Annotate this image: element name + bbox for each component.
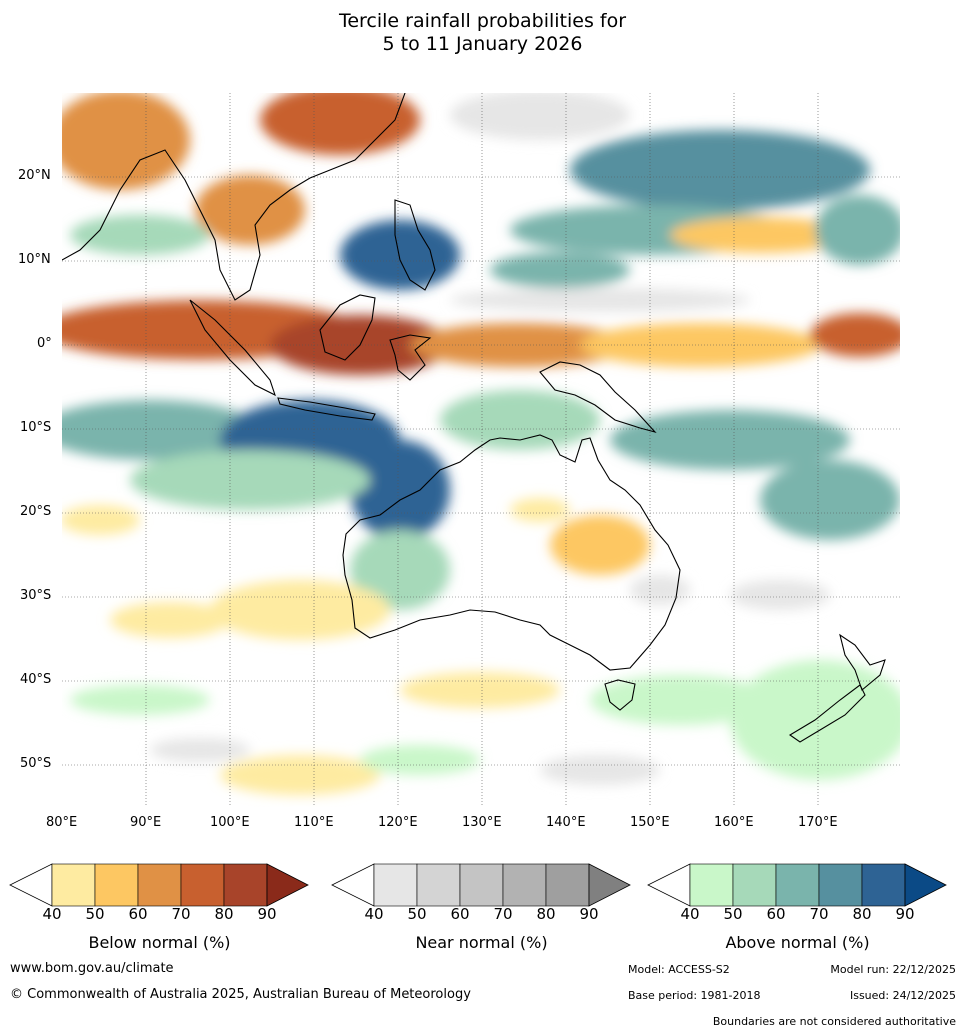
model-text: Model: ACCESS-S2 — [628, 963, 730, 976]
borneo-outline — [319, 294, 376, 361]
colorbar-near-upper-extend — [588, 863, 631, 907]
colorbar-near-tick: 60 — [450, 905, 470, 923]
colorbar-below-tick: 70 — [171, 905, 191, 923]
gridlines — [62, 93, 900, 807]
colorbar-label-near: Near normal (%) — [415, 933, 548, 952]
lon-label-170e: 170°E — [798, 815, 838, 830]
colorbar-below-lower-extend — [9, 863, 53, 907]
colorbar-below-upper-extend — [266, 863, 309, 907]
lon-label-100e: 100°E — [210, 815, 250, 830]
title-line-2: 5 to 11 January 2026 — [382, 33, 583, 55]
lat-label-40s: 40°S — [20, 672, 52, 687]
sumatra-outline — [189, 299, 276, 397]
lon-label-160e: 160°E — [714, 815, 754, 830]
colorbar-near-lower-extend — [331, 863, 375, 907]
lon-label-90e: 90°E — [130, 815, 162, 830]
lon-label-150e: 150°E — [630, 815, 670, 830]
tasmania-outline — [604, 679, 636, 711]
lon-label-130e: 130°E — [462, 815, 502, 830]
base-period-text: Base period: 1981-2018 — [628, 989, 761, 1002]
colorbar-near-swatch — [545, 863, 590, 907]
colorbar-below-tick: 40 — [42, 905, 62, 923]
colorbar-above-swatch — [775, 863, 820, 907]
colorbar-above-swatch — [818, 863, 863, 907]
chart-title: Tercile rainfall probabilities for 5 to … — [0, 10, 965, 56]
probability-field — [62, 93, 900, 807]
nz-north-outline — [839, 633, 886, 691]
new-guinea-outline — [539, 361, 657, 434]
sulawesi-outline — [389, 334, 432, 381]
model-run-text: Model run: 22/12/2025 — [830, 963, 956, 976]
lon-label-110e: 110°E — [294, 815, 334, 830]
lat-label-20s: 20°S — [20, 504, 52, 519]
colorbar-near-swatch — [373, 863, 418, 907]
colorbar-near-swatch — [502, 863, 547, 907]
colorbar-below-swatch — [180, 863, 225, 907]
colorbar-below-tick: 90 — [257, 905, 277, 923]
colorbar-above-tick: 70 — [809, 905, 829, 923]
colorbar-below-swatch — [137, 863, 182, 907]
nz-south-outline — [788, 684, 866, 743]
colorbar-below-swatch — [223, 863, 268, 907]
title-line-1: Tercile rainfall probabilities for — [338, 10, 627, 32]
colorbar-above-tick: 40 — [680, 905, 700, 923]
coastlines — [62, 93, 886, 743]
lat-label-50s: 50°S — [20, 756, 52, 771]
website-url: www.bom.gov.au/climate — [10, 961, 174, 976]
java-outline — [277, 397, 376, 421]
colorbar-above-swatch — [732, 863, 777, 907]
colorbar-below-tick: 50 — [85, 905, 105, 923]
colorbar-above-upper-extend — [904, 863, 947, 907]
australia-outline — [342, 434, 681, 671]
colorbar-label-below: Below normal (%) — [88, 933, 231, 952]
disclaimer-text: Boundaries are not considered authoritat… — [712, 1015, 956, 1028]
colorbar-near-tick: 50 — [407, 905, 427, 923]
colorbar-above-swatch — [689, 863, 734, 907]
colorbar-label-above: Above normal (%) — [725, 933, 870, 952]
mainland-asia-outline — [62, 93, 406, 301]
colorbars — [9, 863, 947, 907]
colorbar-near-tick: 90 — [579, 905, 599, 923]
colorbar-below-swatch — [94, 863, 139, 907]
colorbar-near-tick: 40 — [364, 905, 384, 923]
colorbar-below-tick: 80 — [214, 905, 234, 923]
lon-label-80e: 80°E — [46, 815, 78, 830]
lat-label-20n: 20°N — [18, 168, 51, 183]
colorbar-above-tick: 50 — [723, 905, 743, 923]
colorbar-below-swatch — [51, 863, 96, 907]
lat-label-30s: 30°S — [20, 588, 52, 603]
colorbar-above-swatch — [861, 863, 906, 907]
lon-label-140e: 140°E — [546, 815, 586, 830]
colorbar-above-tick: 90 — [895, 905, 915, 923]
lat-label-10n: 10°N — [18, 252, 51, 267]
colorbar-near-tick: 70 — [493, 905, 513, 923]
colorbar-near-swatch — [459, 863, 504, 907]
copyright-text: © Commonwealth of Australia 2025, Austra… — [10, 987, 471, 1002]
colorbar-below-tick: 60 — [128, 905, 148, 923]
colorbar-above-tick: 80 — [852, 905, 872, 923]
colorbar-above-tick: 60 — [766, 905, 786, 923]
colorbar-near-tick: 80 — [536, 905, 556, 923]
lat-label-10s: 10°S — [20, 420, 52, 435]
lon-label-120e: 120°E — [378, 815, 418, 830]
colorbar-above-lower-extend — [647, 863, 691, 907]
colorbar-near-swatch — [416, 863, 461, 907]
lat-label-0: 0° — [37, 336, 52, 351]
issued-text: Issued: 24/12/2025 — [849, 989, 956, 1002]
philippines-outline — [394, 199, 436, 291]
